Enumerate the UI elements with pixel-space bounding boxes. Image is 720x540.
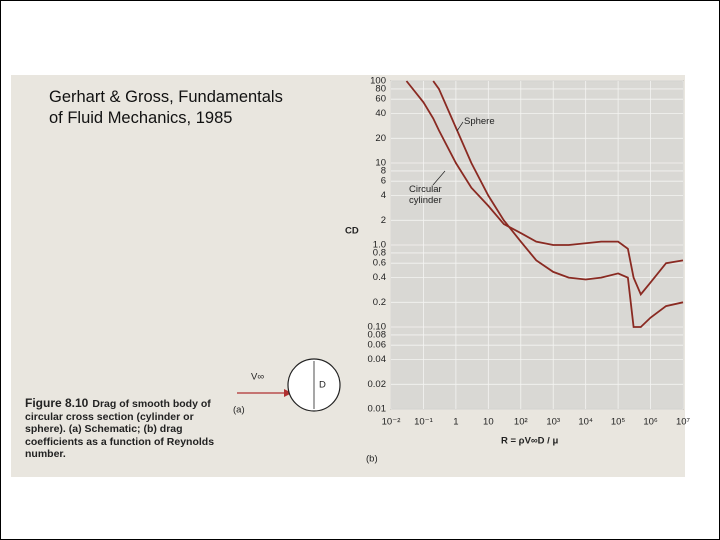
x-tick-label: 10⁵ [611,417,626,428]
series-label: Circular cylinder [409,184,442,206]
caption-text: Drag of smooth body of circular cross se… [25,398,215,460]
y-tick-label: 6 [381,176,386,187]
y-tick-label: 10 [375,158,386,169]
velocity-label: V∞ [251,372,264,383]
y-tick-label: 0.4 [373,272,386,283]
x-tick-label: 10² [514,417,528,428]
figure-label: Figure 8.10 [25,396,89,410]
y-tick-label: 8 [381,165,386,176]
y-tick-label: 0.10 [368,322,387,333]
y-tick-label: 0.04 [368,354,387,365]
y-axis-label: CD [345,226,359,237]
y-tick-label: 0.2 [373,297,386,308]
y-tick-label: 40 [375,108,386,119]
x-axis-label: R = ρV∞D / μ [501,436,558,447]
series-label: Sphere [464,116,495,127]
x-tick-label: 10⁷ [676,417,691,428]
data-line [432,80,684,328]
x-tick-label: 10⁶ [643,417,658,428]
y-tick-label: 0.8 [373,247,386,258]
x-tick-label: 10 [483,417,494,428]
y-tick-label: 2 [381,215,386,226]
x-tick-label: 10⁻¹ [414,417,433,428]
leader-line [432,170,446,186]
panel-b: (b) [366,454,378,465]
y-tick-label: 100 [370,76,386,87]
x-tick-label: 10⁴ [578,417,593,428]
y-tick-label: 0.6 [373,258,386,269]
y-tick-label: 80 [375,83,386,94]
panel-a: (a) [233,405,245,416]
y-tick-label: 0.02 [368,379,387,390]
data-line [405,80,684,297]
y-tick-label: 0.06 [368,340,387,351]
y-tick-label: 0.08 [368,329,387,340]
leader-line [456,121,464,132]
arrow-head [284,389,292,397]
y-tick-label: 20 [375,133,386,144]
x-tick-label: 10⁻² [382,417,401,428]
y-tick-label: 4 [381,190,386,201]
figure-caption: Figure 8.10 Drag of smooth body of circul… [25,397,230,461]
x-tick-label: 1 [453,417,458,428]
y-tick-label: 0.01 [368,404,387,415]
x-tick-label: 10³ [546,417,560,428]
slide-title: Gerhart & Gross, Fundamentals of Fluid M… [49,88,283,127]
y-tick-label: 60 [375,94,386,105]
diameter-label: D [319,380,326,391]
y-tick-label: 1.0 [373,240,386,251]
